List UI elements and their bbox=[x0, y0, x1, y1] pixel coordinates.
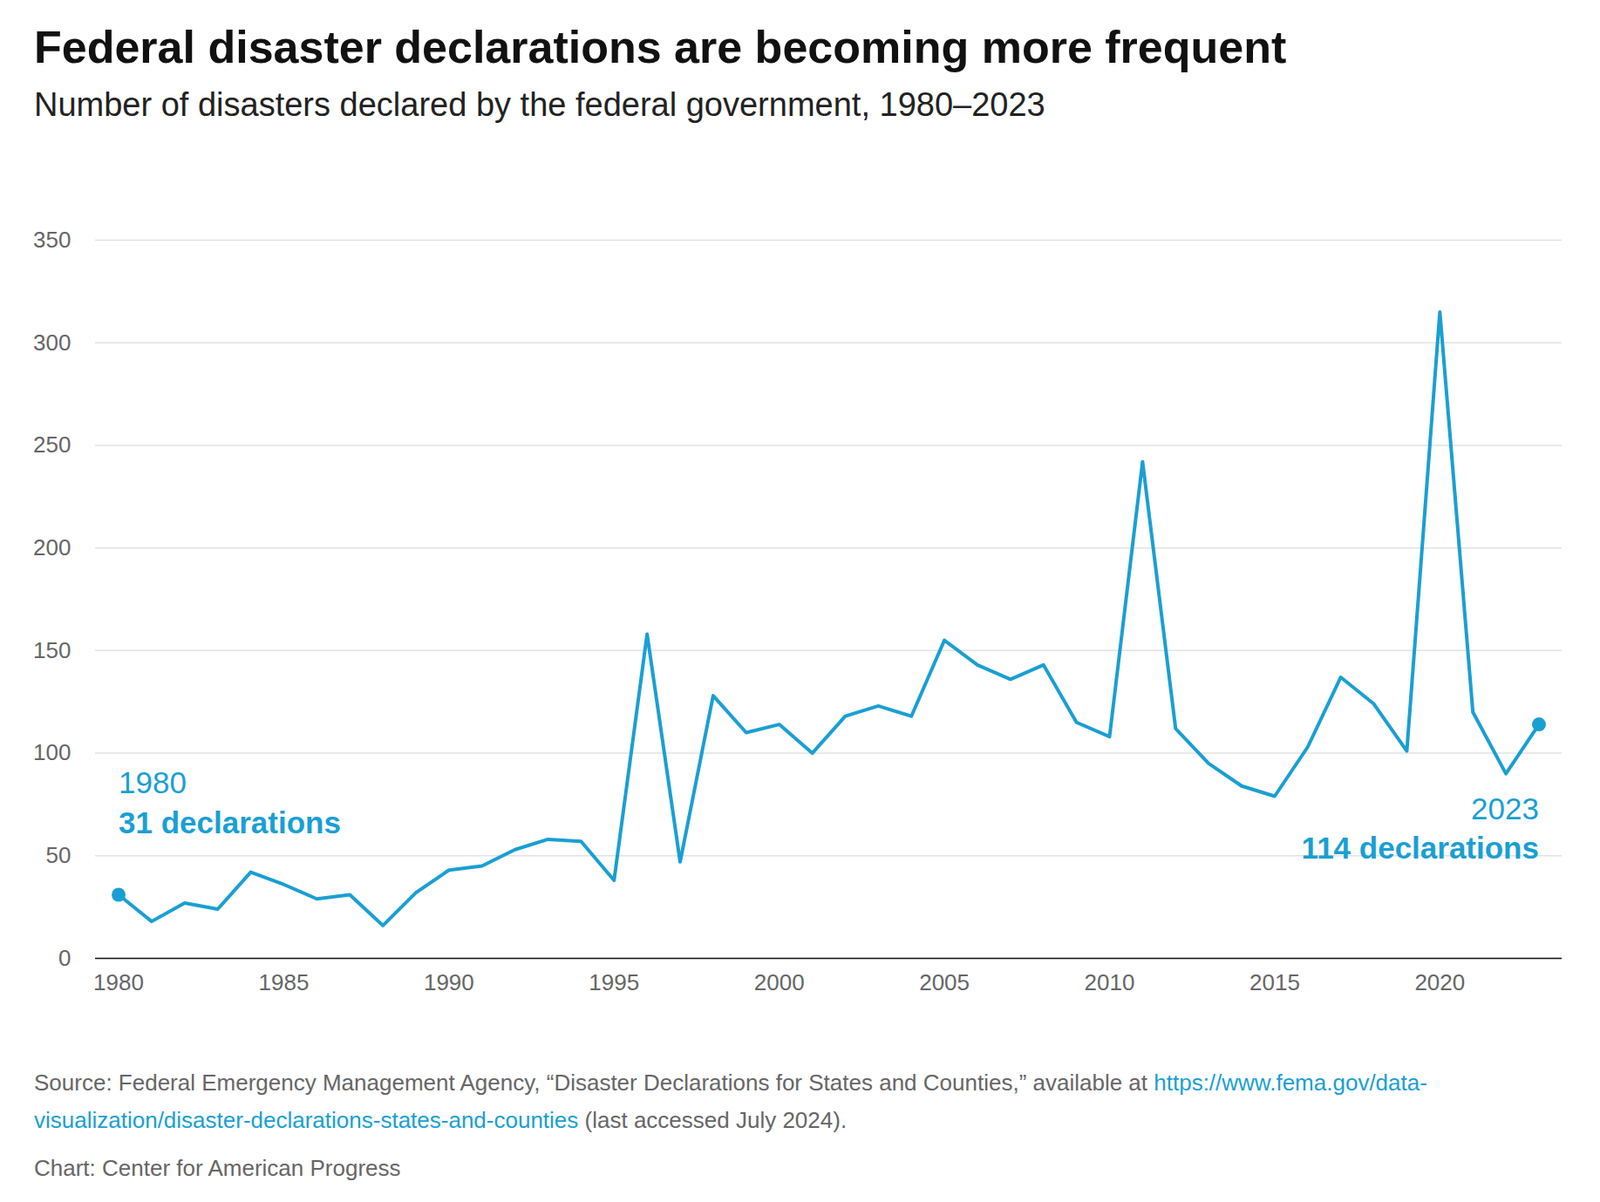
html-text:Federal disaster declarations: Federal disaster declarations are becomi… bbox=[34, 21, 1287, 73]
svg-text:114 declarations: 114 declarations bbox=[1301, 830, 1539, 865]
svg-text:250: 250 bbox=[33, 431, 71, 458]
svg-text:1990: 1990 bbox=[423, 969, 475, 996]
svg-text:2010: 2010 bbox=[1084, 969, 1136, 996]
svg-text:200: 200 bbox=[33, 534, 71, 561]
svg-text:350: 350 bbox=[33, 226, 71, 253]
svg-text:31 declarations: 31 declarations bbox=[118, 805, 341, 840]
svg-text:1980: 1980 bbox=[118, 765, 187, 800]
html-text:Number of disasters declared b: Number of disasters declared by the fede… bbox=[34, 86, 1046, 123]
svg-text:100: 100 bbox=[33, 739, 71, 766]
svg-text:150: 150 bbox=[33, 637, 71, 664]
svg-text:2020: 2020 bbox=[1414, 969, 1465, 996]
html-text:Chart: Center for American Pro: Chart: Center for American Progress bbox=[34, 1155, 401, 1182]
svg-text:2000: 2000 bbox=[754, 969, 805, 996]
svg-text:0: 0 bbox=[58, 945, 71, 972]
svg-text:2005: 2005 bbox=[919, 969, 970, 996]
svg-text:2023: 2023 bbox=[1470, 791, 1539, 826]
svg-text:1995: 1995 bbox=[588, 969, 640, 996]
svg-text:1985: 1985 bbox=[258, 969, 310, 996]
svg-text:50: 50 bbox=[46, 842, 72, 869]
svg-text:300: 300 bbox=[33, 329, 71, 356]
html-text:Source: Federal Emergency Mana: Source: Federal Emergency Management Age… bbox=[34, 1069, 1428, 1134]
svg-text:2015: 2015 bbox=[1249, 969, 1301, 996]
svg-text:1980: 1980 bbox=[93, 969, 144, 996]
